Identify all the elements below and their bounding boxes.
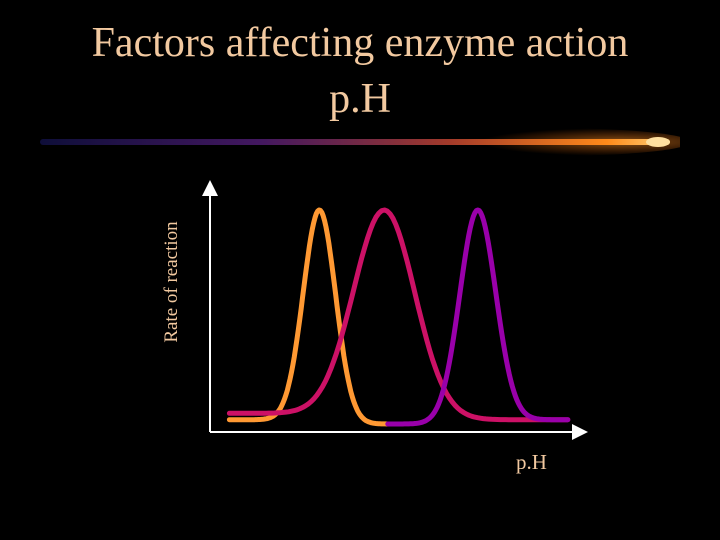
enzyme-curve-2 [226,207,571,423]
x-axis-label: p.H [516,450,547,474]
enzyme-curve-3 [385,207,571,427]
enzyme-curve-1 [226,207,398,427]
decorative-glow-bar [40,128,680,156]
slide-title: Factors affecting enzyme action [91,20,629,66]
slide-subtitle: p.H [329,76,391,122]
y-axis-label: Rate of reaction [161,221,182,343]
